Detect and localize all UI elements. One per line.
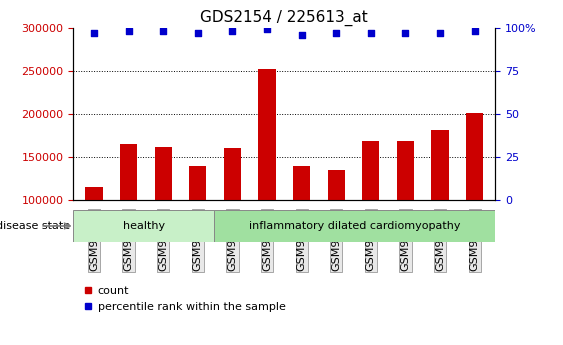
Text: inflammatory dilated cardiomyopathy: inflammatory dilated cardiomyopathy	[249, 221, 461, 231]
FancyBboxPatch shape	[73, 210, 214, 241]
Point	[436, 30, 445, 36]
Bar	[189, 166, 207, 200]
Point	[228, 28, 237, 34]
Text: healthy: healthy	[123, 221, 164, 231]
Point	[367, 30, 376, 36]
Bar	[293, 166, 310, 200]
Point	[470, 28, 479, 34]
Legend: count, percentile rank within the sample: count, percentile rank within the sample	[79, 282, 290, 316]
Point	[401, 30, 410, 36]
Point	[193, 30, 202, 36]
Bar	[258, 69, 276, 200]
Bar	[86, 187, 102, 200]
Bar	[431, 130, 449, 200]
Bar	[224, 148, 241, 200]
Bar	[328, 170, 345, 200]
Point	[262, 27, 271, 32]
Bar	[154, 147, 172, 200]
Point	[332, 30, 341, 36]
Bar	[397, 141, 414, 200]
Bar	[466, 113, 483, 200]
Point	[124, 28, 133, 34]
Point	[297, 32, 306, 37]
Bar	[120, 144, 137, 200]
Text: disease state: disease state	[0, 221, 70, 231]
Point	[159, 28, 168, 34]
Title: GDS2154 / 225613_at: GDS2154 / 225613_at	[200, 10, 368, 26]
FancyBboxPatch shape	[214, 210, 495, 241]
Point	[90, 30, 99, 36]
Bar	[362, 141, 379, 200]
